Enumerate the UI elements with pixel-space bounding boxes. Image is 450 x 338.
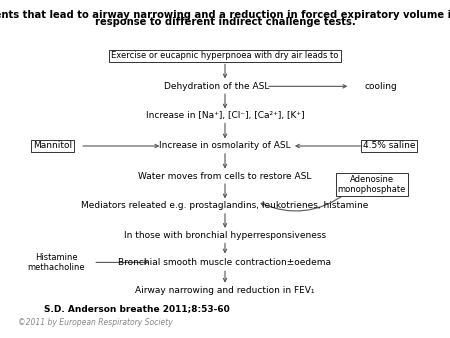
- Text: cooling: cooling: [364, 82, 397, 91]
- Text: Dehydration of the ASL: Dehydration of the ASL: [164, 82, 269, 91]
- Text: Adenosine
monophosphate: Adenosine monophosphate: [338, 175, 406, 194]
- Text: Airway narrowing and reduction in FEV₁: Airway narrowing and reduction in FEV₁: [135, 286, 315, 295]
- Text: 4.5% saline: 4.5% saline: [363, 142, 415, 150]
- Text: response to different indirect challenge tests.: response to different indirect challenge…: [94, 18, 356, 27]
- Text: Histamine
methacholine: Histamine methacholine: [28, 253, 86, 272]
- Text: The events that lead to airway narrowing and a reduction in forced expiratory vo: The events that lead to airway narrowing…: [0, 10, 450, 20]
- Text: Bronchial smooth muscle contraction±oedema: Bronchial smooth muscle contraction±oede…: [118, 258, 332, 267]
- Text: Exercise or eucapnic hyperpnoea with dry air leads to: Exercise or eucapnic hyperpnoea with dry…: [111, 51, 339, 61]
- Text: ©2011 by European Respiratory Society: ©2011 by European Respiratory Society: [18, 318, 172, 327]
- Text: S.D. Anderson breathe 2011;8:53-60: S.D. Anderson breathe 2011;8:53-60: [44, 304, 230, 313]
- Text: Increase in osmolarity of ASL: Increase in osmolarity of ASL: [159, 142, 291, 150]
- Text: Water moves from cells to restore ASL: Water moves from cells to restore ASL: [138, 172, 312, 181]
- Text: Increase in [Na⁺], [Cl⁻], [Ca²⁺], [K⁺]: Increase in [Na⁺], [Cl⁻], [Ca²⁺], [K⁺]: [146, 111, 304, 120]
- Text: Mediators releated e.g. prostaglandins, leukotrienes, histamine: Mediators releated e.g. prostaglandins, …: [81, 201, 369, 211]
- Text: Mannitol: Mannitol: [33, 142, 72, 150]
- Text: In those with bronchial hyperresponsiveness: In those with bronchial hyperresponsiven…: [124, 231, 326, 240]
